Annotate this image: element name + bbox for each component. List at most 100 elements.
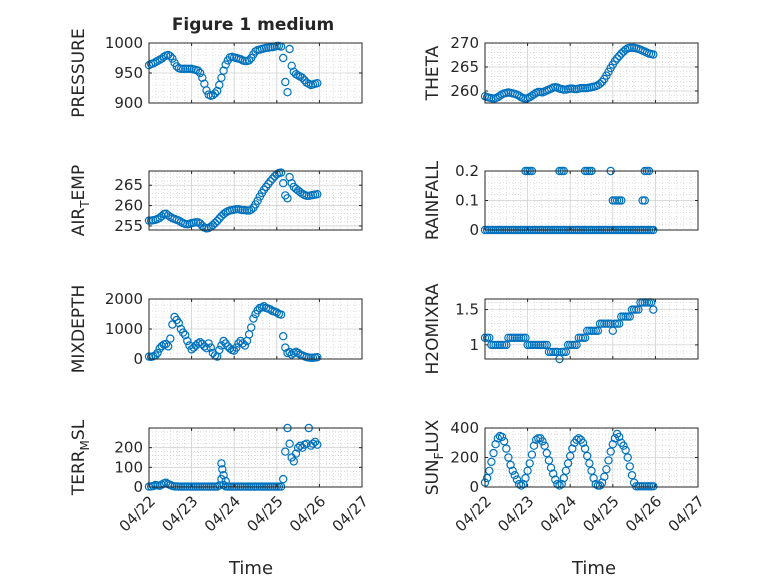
y-tick-label: 1: [469, 336, 479, 354]
y-tick-label: 0.1: [455, 192, 479, 210]
data-point: [600, 472, 609, 481]
y-tick-label: 100: [114, 458, 143, 476]
data-point: [649, 482, 658, 491]
data-point: [632, 482, 641, 491]
y-tick-label: 1.5: [455, 301, 479, 319]
x-tick-label: 04/26: [622, 492, 665, 535]
y-axis-label: THETA: [423, 45, 443, 101]
data-point: [204, 339, 213, 348]
data-point: [157, 341, 166, 351]
data-point: [646, 482, 656, 491]
data-point: [523, 466, 532, 475]
data-point: [487, 457, 496, 467]
data-point: [521, 473, 530, 483]
data-point: [249, 314, 258, 323]
minor-grid: [485, 299, 698, 359]
data-point: [504, 333, 513, 342]
data-point: [546, 347, 556, 357]
data-point: [549, 469, 558, 478]
data-point: [238, 205, 247, 215]
data-point: [285, 439, 294, 448]
data-point: [510, 471, 519, 480]
subplot-pressure: 900 950 1000 PRESSURE: [69, 28, 363, 118]
data-point: [253, 196, 262, 205]
data-point: [261, 43, 271, 53]
data-point: [489, 448, 498, 458]
data-point: [221, 476, 230, 486]
major-grid: [485, 428, 698, 487]
data-point: [157, 211, 166, 221]
data-point: [219, 336, 228, 346]
y-tick-label: 200: [114, 439, 143, 457]
data-point: [232, 343, 241, 352]
data-point: [502, 444, 511, 453]
data-point: [279, 332, 288, 341]
data-point: [210, 218, 220, 228]
data-point: [219, 471, 228, 480]
x-tick-label: 04/24: [537, 492, 580, 535]
x-axis-label-left: Time: [228, 558, 273, 579]
data-point: [585, 459, 594, 468]
data-point: [202, 86, 211, 95]
data-point: [625, 43, 635, 53]
data-point: [504, 453, 513, 462]
data-point: [580, 444, 590, 453]
data-point: [574, 333, 583, 342]
plot-area: [149, 428, 362, 487]
data-point: [597, 319, 607, 328]
data-point: [525, 340, 534, 350]
data-point: [218, 465, 227, 474]
y-tick-label: 265: [450, 58, 479, 76]
data-point: [168, 54, 177, 63]
data-point: [583, 326, 592, 335]
data-point: [232, 204, 241, 214]
data-point: [238, 339, 247, 348]
data-point: [281, 447, 290, 456]
data-point: [217, 459, 226, 468]
y-tick-label: 2000: [105, 290, 143, 308]
major-grid: [149, 171, 362, 230]
data-point: [583, 451, 592, 461]
data-point: [195, 338, 205, 347]
data-point: [602, 465, 611, 474]
data-point: [161, 478, 171, 487]
data-point: [612, 54, 622, 63]
data-point: [174, 216, 183, 225]
data-point: [595, 79, 605, 89]
data-point: [574, 434, 583, 443]
y-tick-label: 1000: [105, 320, 143, 338]
data-point: [291, 449, 301, 458]
data-point: [302, 439, 311, 448]
subplot-mixdepth: 0 1000 2000 MIXDEPTH: [69, 285, 363, 373]
data-point: [225, 344, 235, 353]
y-axis-label: TERRMSL: [69, 419, 92, 496]
series-markers: [144, 41, 322, 101]
data-point: [625, 462, 635, 471]
data-point: [482, 333, 492, 342]
y-axis-label: PRESSURE: [69, 28, 89, 117]
subplot-air-temp: 255 260 265 AIRTEMP: [69, 165, 363, 236]
data-point: [619, 441, 628, 450]
y-tick-label: 265: [114, 176, 143, 194]
data-point: [540, 441, 549, 450]
data-point: [508, 466, 517, 475]
y-tick-label: 900: [114, 94, 143, 112]
subplot-h2omixra: 1 1.5 H2OMIXRA: [423, 283, 699, 375]
data-point: [308, 439, 318, 448]
data-point: [219, 209, 228, 219]
data-point: [266, 176, 275, 186]
y-tick-label: 200: [450, 449, 479, 467]
data-point: [544, 456, 554, 465]
major-grid: [485, 171, 698, 230]
data-point: [246, 323, 256, 332]
data-point: [610, 434, 620, 443]
data-point: [212, 216, 222, 226]
x-axis-label-right: Time: [571, 558, 616, 579]
y-tick-label: 400: [450, 419, 479, 437]
data-point: [293, 348, 303, 358]
data-point: [302, 191, 311, 200]
data-point: [561, 466, 571, 475]
data-point: [244, 56, 254, 65]
data-point: [189, 343, 198, 352]
data-point: [491, 340, 500, 350]
